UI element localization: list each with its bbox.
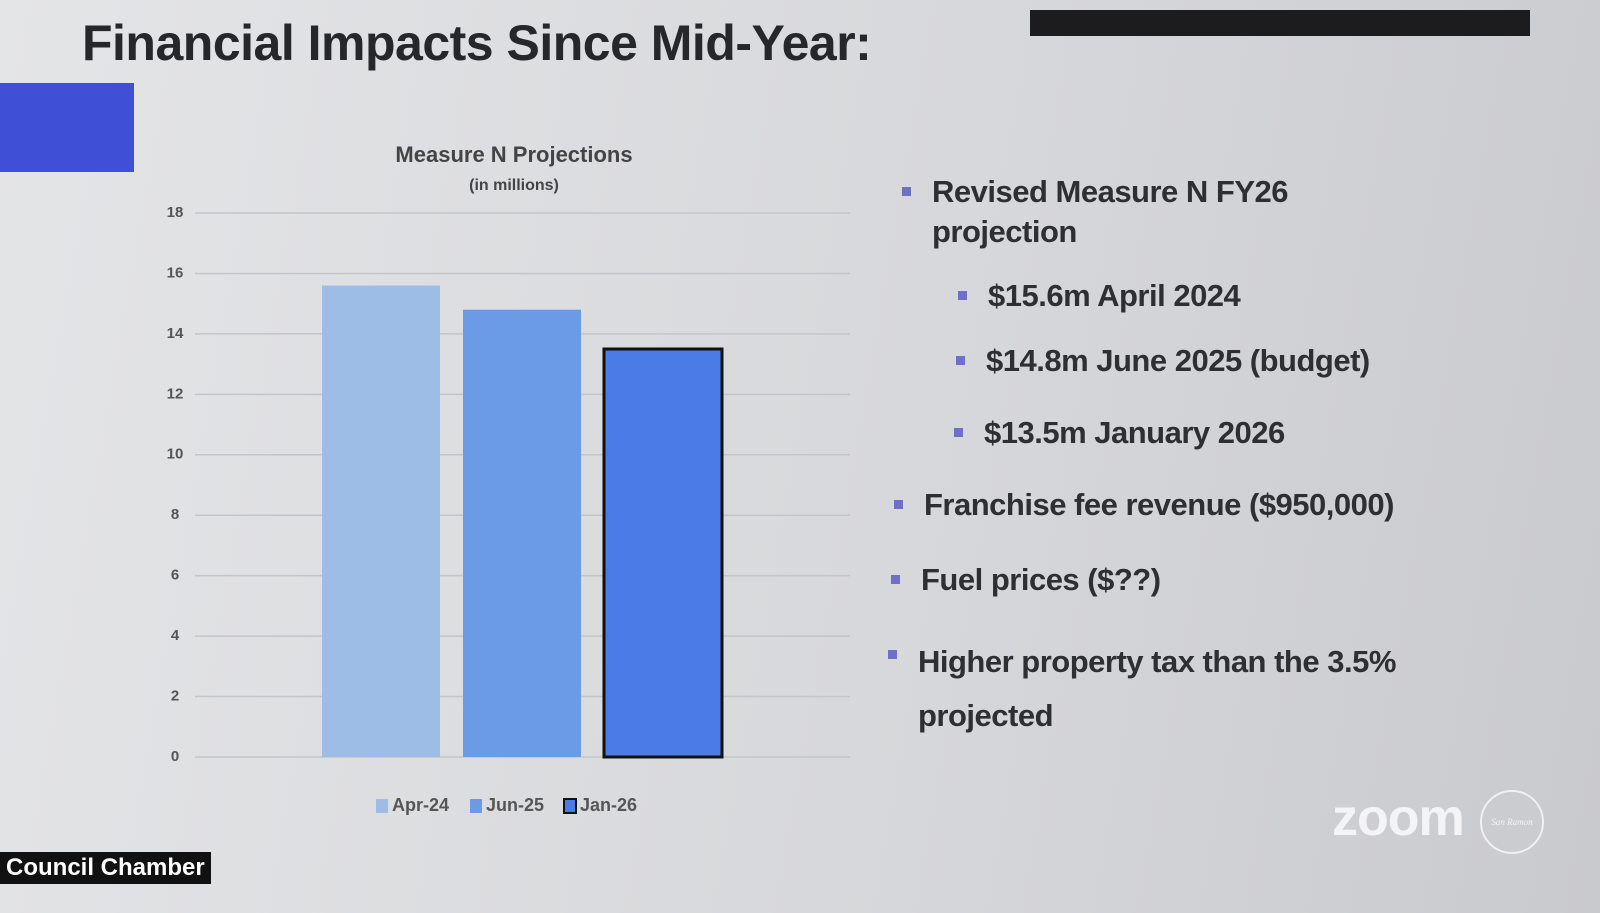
bullet: Higher property tax than the 3.5% projec… <box>888 635 1518 743</box>
y-tick-label: 18 <box>167 204 184 221</box>
sub-bullet: $13.5m January 2026 <box>954 413 1285 453</box>
chart-subtitle: (in millions) <box>469 177 559 194</box>
legend-swatch <box>470 799 482 813</box>
sub-bullet: $14.8m June 2025 (budget) <box>956 341 1370 381</box>
room-label: Council Chamber <box>0 852 211 884</box>
sub-bullet: $15.6m April 2024 <box>957 276 1241 316</box>
slide-title: Financial Impacts Since Mid-Year: <box>82 15 872 71</box>
bullet: Revised Measure N FY26 projection <box>902 172 1382 252</box>
chart-title: Measure N Projections <box>395 142 632 167</box>
zoom-logo: zoom <box>1332 789 1465 847</box>
seal: San Ramon <box>1480 790 1544 854</box>
blue-accent <box>0 83 134 172</box>
y-tick-label: 4 <box>171 627 180 644</box>
y-tick-label: 14 <box>167 325 184 342</box>
bar <box>322 285 440 757</box>
bar <box>463 309 581 757</box>
legend-label: Jun-25 <box>486 795 544 815</box>
dark-bar <box>1030 10 1530 36</box>
y-tick-label: 12 <box>167 385 184 402</box>
legend-swatch <box>376 799 388 813</box>
y-tick-label: 0 <box>171 748 179 765</box>
y-tick-label: 2 <box>171 688 179 705</box>
legend-label: Jan-26 <box>580 795 637 815</box>
bullet: Franchise fee revenue ($950,000) <box>894 485 1394 525</box>
seal-text: San Ramon <box>1491 817 1533 827</box>
legend-swatch <box>563 798 577 814</box>
chart: Measure N Projections (in millions) 0 2 4 6… <box>167 142 850 815</box>
legend-label: Apr-24 <box>392 795 449 815</box>
bullet: Fuel prices ($??) <box>891 560 1161 600</box>
y-tick-label: 16 <box>167 264 184 281</box>
y-tick-label: 10 <box>167 446 184 463</box>
y-tick-label: 8 <box>171 506 179 523</box>
y-tick-label: 6 <box>171 567 179 584</box>
bar <box>602 347 724 759</box>
